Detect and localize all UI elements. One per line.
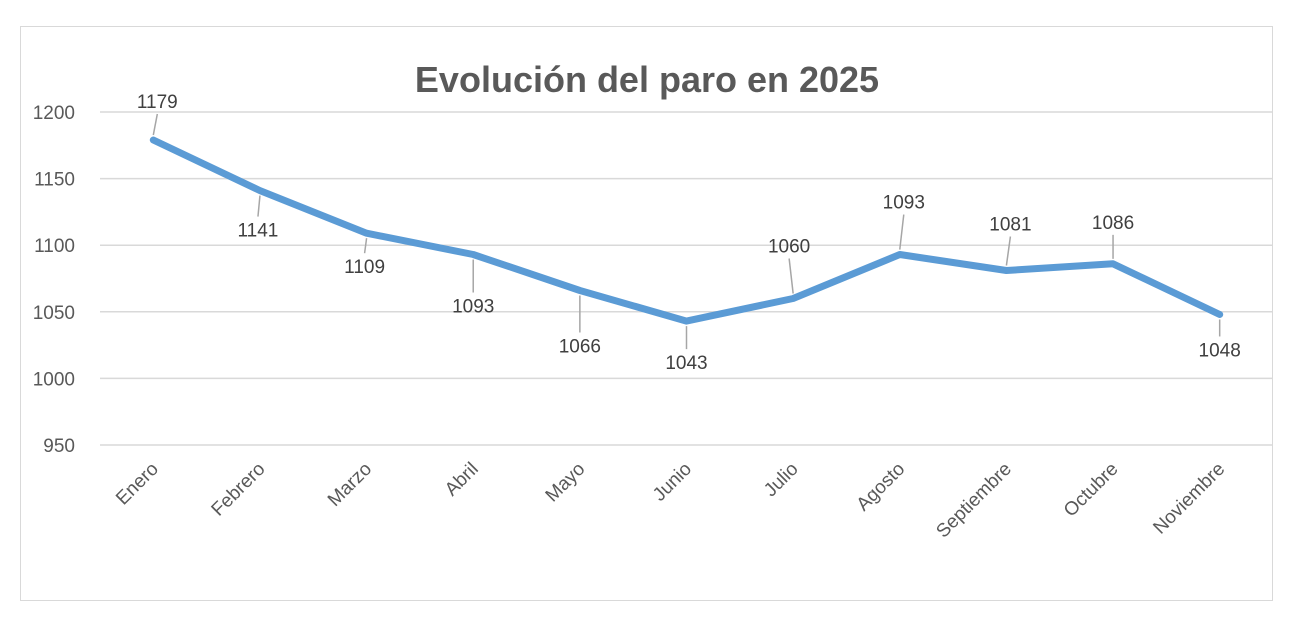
data-label: 1086 xyxy=(1092,213,1134,234)
leader-line xyxy=(788,258,794,294)
x-tick-label: Julio xyxy=(760,459,802,501)
y-axis-ticks: 950 1000 1050 1100 1150 1200 xyxy=(33,103,75,457)
x-tick-label: Junio xyxy=(649,459,696,506)
series-line xyxy=(149,136,1224,325)
data-label: 1141 xyxy=(238,221,279,242)
x-tick-label: Marzo xyxy=(324,459,376,511)
y-tick-label: 1100 xyxy=(34,236,75,257)
x-tick-label: Mayo xyxy=(542,459,590,507)
leader-line xyxy=(1005,236,1012,266)
data-label: 1109 xyxy=(344,257,385,278)
x-axis-ticks: Enero Febrero Marzo Abril Mayo Junio Julio Agos… xyxy=(112,459,1229,543)
data-label: 1060 xyxy=(768,236,810,257)
data-label: 1093 xyxy=(883,193,925,214)
y-tick-label: 1150 xyxy=(34,170,75,191)
x-tick-label: Agosto xyxy=(853,459,910,516)
x-tick-label: Noviembre xyxy=(1149,459,1229,539)
data-labels: 1179 1141 1109 1093 1066 1043 1060 1093 1081 1086… xyxy=(137,92,1241,374)
data-label: 1066 xyxy=(559,336,601,357)
leader-line xyxy=(152,113,159,136)
data-label: 1081 xyxy=(989,215,1031,236)
leader-line xyxy=(257,195,261,217)
chart-title: Evolución del paro en 2025 xyxy=(415,59,879,100)
y-tick-label: 1000 xyxy=(33,369,75,390)
x-tick-label: Abril xyxy=(441,459,483,501)
y-tick-label: 1200 xyxy=(33,103,75,124)
data-label: 1043 xyxy=(665,353,707,374)
x-tick-label: Febrero xyxy=(208,459,270,521)
data-label: 1093 xyxy=(452,297,494,318)
gridlines xyxy=(100,111,1273,446)
leader-line xyxy=(363,238,368,254)
y-tick-label: 1050 xyxy=(33,303,75,324)
leader-line xyxy=(899,214,905,250)
data-label: 1048 xyxy=(1199,340,1241,361)
data-label-leaders xyxy=(152,113,1221,350)
y-tick-label: 950 xyxy=(43,436,75,457)
x-tick-label: Septiembre xyxy=(932,459,1016,543)
x-tick-label: Enero xyxy=(112,459,163,510)
data-label: 1179 xyxy=(137,92,178,113)
chart-frame xyxy=(20,26,1273,601)
x-tick-label: Octubre xyxy=(1060,459,1123,522)
